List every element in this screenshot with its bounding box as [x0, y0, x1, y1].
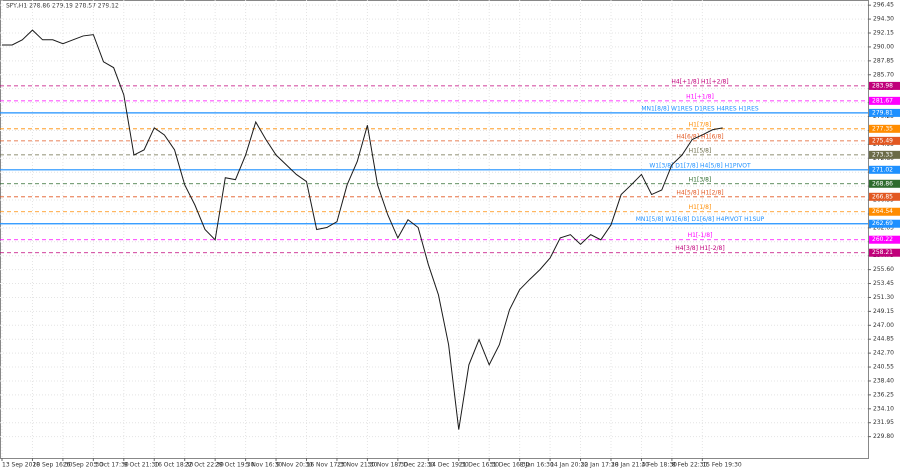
level-label: H4[3/8] H1[-2/8] [675, 245, 724, 252]
level-label: H1[5/8] [689, 147, 712, 154]
price-box-label: 262.69 [872, 220, 893, 227]
x-tick-label: 20 Sep 16:30 [32, 462, 72, 469]
x-tick-label: 3 Oct 17:30 [93, 462, 128, 469]
y-tick-label: 242.70 [873, 350, 894, 357]
y-tick-label: 290.00 [873, 43, 894, 50]
x-tick-label: 23 Nov 21:30 [337, 462, 378, 469]
level-label: H1[7/8] [689, 121, 712, 128]
x-tick-label: 28 Jan 21:30 [611, 462, 649, 469]
price-box-label: 273.33 [872, 151, 893, 158]
level-label: MN1[5/8] W1[6/8] D1[6/8] H4PIVOT H1SUP [636, 216, 765, 223]
x-tick-label: 21 Dec 16:30 [459, 462, 500, 469]
y-tick-label: 229.80 [873, 433, 894, 440]
price-box-label: 271.02 [872, 166, 893, 173]
y-tick-label: 287.85 [873, 57, 894, 64]
price-box [869, 248, 900, 257]
x-tick-label: 4 Feb 18:30 [641, 462, 677, 469]
x-tick-label: 5 Nov 16:30 [246, 462, 283, 469]
price-box-label: 275.49 [872, 137, 893, 144]
y-tick-label: 236.25 [873, 391, 894, 398]
price-box [869, 207, 900, 216]
level-label: W1[3/8] D1[7/8] H4[5/8] H1PIVOT [649, 162, 751, 169]
price-box [869, 81, 900, 90]
level-label: H1[1/8] [689, 204, 712, 211]
price-box [869, 96, 900, 105]
price-box [869, 136, 900, 145]
y-tick-label: 255.60 [873, 266, 894, 273]
x-tick-label: 14 Dec 19:30 [428, 462, 469, 469]
price-box [869, 192, 900, 201]
level-label: H4[5/8] H1[2/8] [676, 189, 723, 196]
price-box [869, 219, 900, 228]
x-tick-label: 26 Sep 20:30 [63, 462, 103, 469]
price-box [869, 108, 900, 117]
level-label: MN1[8/8] W1RES D1RES H4RES H1RES [641, 105, 759, 112]
price-box-label: 268.86 [872, 180, 893, 187]
x-tick-label: 31 Dec 16:30 [489, 462, 530, 469]
plot-frame [0, 0, 869, 459]
y-tick-label: 244.85 [873, 336, 894, 343]
x-tick-label: 22 Oct 22:30 [185, 462, 224, 469]
x-tick-label: 13 Sep 2018 [2, 462, 40, 469]
price-box-label: 279.81 [872, 109, 893, 116]
price-box-label: 260.22 [872, 236, 893, 243]
y-tick-label: 296.45 [873, 2, 894, 9]
y-tick-label: 247.00 [873, 322, 894, 329]
x-tick-label: 16 Nov 17:30 [307, 462, 348, 469]
price-box-label: 281.67 [872, 97, 893, 104]
y-tick-label: 234.10 [873, 405, 894, 412]
y-tick-label: 285.70 [873, 71, 894, 78]
x-tick-label: 8 Feb 22:30 [672, 462, 708, 469]
y-tick-label: 262.05 [873, 224, 894, 231]
y-tick-label: 253.45 [873, 280, 894, 287]
y-tick-label: 249.15 [873, 308, 894, 315]
y-tick-label: 292.15 [873, 30, 894, 37]
price-box [869, 165, 900, 174]
level-label: H1[+1/8] [686, 93, 714, 100]
x-tick-label: 9 Oct 21:30 [124, 462, 159, 469]
x-tick-label: 9 Nov 20:30 [276, 462, 313, 469]
price-box-label: 283.98 [872, 82, 893, 89]
price-box-label: 266.85 [872, 193, 893, 200]
price-line [2, 29, 723, 430]
y-tick-label: 240.55 [873, 364, 894, 371]
level-label: H1[-1/8] [688, 232, 713, 239]
x-tick-label: 14 Jan 20:30 [550, 462, 588, 469]
x-tick-label: 29 Oct 19:30 [215, 462, 254, 469]
x-tick-label: 7 Dec 22:30 [398, 462, 435, 469]
price-box [869, 150, 900, 159]
level-label: H1[3/8] [689, 176, 712, 183]
price-box-label: 258.21 [872, 249, 893, 256]
price-box [869, 179, 900, 188]
x-tick-label: 15 Feb 19:30 [702, 462, 742, 469]
x-tick-label: 8 Jan 16:30 [520, 462, 554, 469]
price-box-label: 264.54 [872, 208, 893, 215]
y-tick-label: 251.30 [873, 294, 894, 301]
price-box [869, 235, 900, 244]
level-label: H4[+1/8] H1[+2/8] [671, 78, 728, 85]
x-tick-label: 30 Nov 18:30 [367, 462, 408, 469]
x-tick-label: 16 Oct 18:30 [154, 462, 193, 469]
price-box [869, 124, 900, 133]
level-label: H4[6/8] H1[6/8] [676, 133, 723, 140]
x-tick-label: 22 Jan 17:30 [581, 462, 619, 469]
y-tick-label: 238.40 [873, 377, 894, 384]
y-tick-label: 294.30 [873, 16, 894, 23]
y-tick-label: 231.95 [873, 419, 894, 426]
price-box-label: 277.35 [872, 125, 893, 132]
